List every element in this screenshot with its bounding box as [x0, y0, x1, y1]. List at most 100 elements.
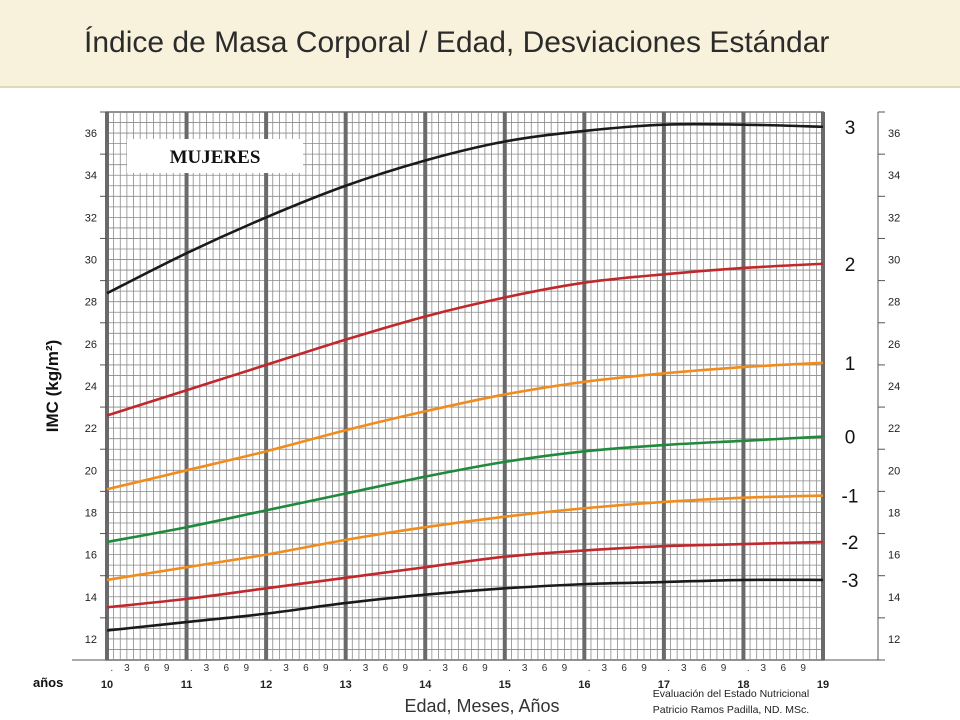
y-tick-label-left: 28	[85, 297, 97, 309]
y-tick-label-left: 34	[85, 170, 97, 182]
x-month-label: .	[667, 663, 670, 674]
x-month-label: .	[110, 663, 113, 674]
series-line-sd-2	[106, 262, 824, 417]
series-line-sd--3	[106, 578, 824, 632]
x-year-label: 14	[419, 679, 432, 691]
y-axis-title: IMC (kg/m²)	[43, 340, 62, 433]
x-month-label: 9	[800, 663, 806, 674]
x-month-label: 3	[522, 663, 528, 674]
x-month-label: 6	[224, 663, 230, 674]
x-year-label: 12	[260, 679, 272, 691]
x-month-label: 3	[283, 663, 289, 674]
y-tick-label-right: 32	[888, 212, 900, 224]
footer-credit: Evaluación del Estado Nutricional Patric…	[606, 686, 856, 718]
x-month-label: 9	[323, 663, 329, 674]
chart-series	[106, 122, 824, 632]
series-label-sd-0: 0	[845, 428, 856, 449]
y-tick-label-left: 30	[85, 255, 97, 267]
chart-grid	[72, 111, 885, 661]
x-month-label: 3	[204, 663, 210, 674]
header-banner: Índice de Masa Corporal / Edad, Desviaci…	[0, 0, 960, 88]
series-line-sd-3	[106, 122, 824, 295]
x-month-label: 9	[641, 663, 647, 674]
x-month-label: 3	[761, 663, 767, 674]
y-tick-label-left: 24	[85, 381, 97, 393]
x-month-label: 6	[780, 663, 786, 674]
x-month-label: 9	[164, 663, 170, 674]
y-tick-label-left: 20	[85, 465, 97, 477]
series-label-sd--2: -2	[842, 533, 859, 554]
x-year-label: 10	[101, 679, 113, 691]
x-month-label: .	[269, 663, 272, 674]
x-month-label: 9	[562, 663, 568, 674]
y-tick-label-left: 16	[85, 550, 97, 562]
series-line-sd-1	[106, 361, 824, 491]
x-month-label: 6	[542, 663, 548, 674]
y-tick-label-right: 36	[888, 128, 900, 140]
y-tick-label-right: 22	[888, 423, 900, 435]
x-month-label: 6	[462, 663, 468, 674]
x-month-label: .	[429, 663, 432, 674]
x-month-label: 3	[681, 663, 687, 674]
y-tick-label-left: 26	[85, 339, 97, 351]
series-label-sd-3: 3	[845, 118, 856, 139]
x-month-label: 3	[442, 663, 448, 674]
y-tick-label-right: 18	[888, 507, 900, 519]
y-tick-label-left: 14	[85, 592, 97, 604]
x-year-label: 11	[181, 679, 193, 691]
y-tick-label-right: 34	[888, 170, 900, 182]
x-unit-label: años	[33, 675, 63, 690]
y-tick-label-right: 26	[888, 339, 900, 351]
series-line-sd--2	[106, 540, 824, 609]
y-tick-label-left: 12	[85, 634, 97, 646]
y-tick-label-right: 12	[888, 634, 900, 646]
y-tick-label-right: 24	[888, 381, 900, 393]
y-tick-label-right: 28	[888, 297, 900, 309]
x-year-label: 13	[340, 679, 352, 691]
x-month-label: .	[588, 663, 591, 674]
x-year-label: 16	[578, 679, 590, 691]
x-month-label: .	[190, 663, 193, 674]
chart-title: MUJERES	[170, 147, 261, 168]
series-label-sd--1: -1	[842, 487, 859, 508]
x-month-label: .	[747, 663, 750, 674]
series-line-sd--1	[106, 494, 824, 582]
x-month-label: 9	[721, 663, 727, 674]
x-month-label: 3	[124, 663, 130, 674]
x-month-label: 9	[243, 663, 249, 674]
x-month-label: 6	[621, 663, 627, 674]
x-year-label: 17	[658, 679, 670, 691]
y-tick-label-right: 16	[888, 550, 900, 562]
x-month-label: 6	[144, 663, 150, 674]
x-month-label: 3	[363, 663, 369, 674]
y-tick-label-left: 36	[85, 128, 97, 140]
series-line-sd-0	[106, 435, 824, 544]
x-month-label: 6	[303, 663, 309, 674]
y-tick-label-right: 30	[888, 255, 900, 267]
x-month-label: 6	[701, 663, 707, 674]
x-year-label: 18	[737, 679, 749, 691]
footer-line2: Patricio Ramos Padilla, ND. MSc.	[652, 704, 810, 716]
series-label-sd-1: 1	[845, 354, 856, 375]
x-axis-title: Edad, Meses, Años	[404, 696, 559, 716]
page-title: Índice de Masa Corporal / Edad, Desviaci…	[84, 26, 830, 59]
x-year-label: 15	[499, 679, 511, 691]
footer-line1: Evaluación del Estado Nutricional	[652, 688, 810, 700]
x-month-label: 3	[601, 663, 607, 674]
y-tick-label-left: 18	[85, 507, 97, 519]
x-month-label: .	[508, 663, 511, 674]
series-label-sd--3: -3	[842, 571, 859, 592]
chart-title-box	[127, 139, 303, 173]
y-tick-label-right: 14	[888, 592, 900, 604]
y-tick-label-left: 32	[85, 212, 97, 224]
x-month-label: 9	[403, 663, 409, 674]
y-tick-label-left: 22	[85, 423, 97, 435]
x-month-label: 9	[482, 663, 488, 674]
x-year-label: 19	[817, 679, 829, 691]
y-tick-label-right: 20	[888, 465, 900, 477]
x-month-label: 6	[383, 663, 389, 674]
x-month-label: .	[349, 663, 352, 674]
series-label-sd-2: 2	[845, 255, 856, 276]
